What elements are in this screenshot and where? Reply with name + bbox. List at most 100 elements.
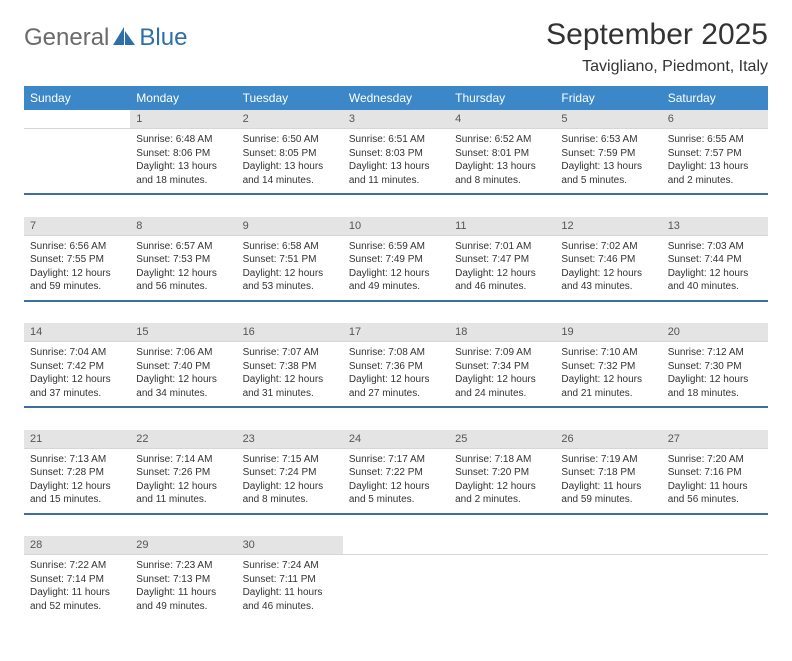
- daylight-text: Daylight: 13 hours: [349, 160, 443, 174]
- day-number-cell: 9: [237, 217, 343, 236]
- day-number-cell: [449, 536, 555, 555]
- daylight-text: and 31 minutes.: [243, 387, 337, 401]
- day-cell-content: Sunrise: 7:18 AMSunset: 7:20 PMDaylight:…: [449, 449, 555, 515]
- daylight-text: and 49 minutes.: [136, 600, 230, 614]
- day-cell-content: Sunrise: 7:02 AMSunset: 7:46 PMDaylight:…: [555, 236, 661, 302]
- day-number-cell: 17: [343, 323, 449, 342]
- day-cell: Sunrise: 7:06 AMSunset: 7:40 PMDaylight:…: [130, 342, 236, 430]
- day-number-row: 123456: [24, 110, 768, 129]
- day-body-row: Sunrise: 7:22 AMSunset: 7:14 PMDaylight:…: [24, 555, 768, 643]
- sunset-text: Sunset: 7:53 PM: [136, 253, 230, 267]
- daylight-text: and 11 minutes.: [136, 493, 230, 507]
- day-number-row: 78910111213: [24, 217, 768, 236]
- daylight-text: and 24 minutes.: [455, 387, 549, 401]
- day-cell: Sunrise: 6:58 AMSunset: 7:51 PMDaylight:…: [237, 235, 343, 323]
- sunrise-text: Sunrise: 7:14 AM: [136, 453, 230, 467]
- sunset-text: Sunset: 7:36 PM: [349, 360, 443, 374]
- sunrise-text: Sunrise: 7:03 AM: [668, 240, 762, 254]
- day-cell-content: [555, 555, 661, 619]
- day-cell: [662, 555, 768, 643]
- day-number-cell: 24: [343, 430, 449, 449]
- daylight-text: and 21 minutes.: [561, 387, 655, 401]
- day-cell-content: Sunrise: 7:01 AMSunset: 7:47 PMDaylight:…: [449, 236, 555, 302]
- day-cell: Sunrise: 7:02 AMSunset: 7:46 PMDaylight:…: [555, 235, 661, 323]
- day-cell-content: [662, 555, 768, 619]
- daylight-text: and 11 minutes.: [349, 174, 443, 188]
- daylight-text: and 40 minutes.: [668, 280, 762, 294]
- day-number-cell: 1: [130, 110, 236, 129]
- weekday-header: Wednesday: [343, 86, 449, 110]
- daylight-text: and 56 minutes.: [668, 493, 762, 507]
- daylight-text: Daylight: 13 hours: [136, 160, 230, 174]
- day-number-cell: 21: [24, 430, 130, 449]
- sunset-text: Sunset: 7:40 PM: [136, 360, 230, 374]
- sunrise-text: Sunrise: 6:52 AM: [455, 133, 549, 147]
- day-number-cell: 4: [449, 110, 555, 129]
- sunrise-text: Sunrise: 7:19 AM: [561, 453, 655, 467]
- day-number-cell: [343, 536, 449, 555]
- sunset-text: Sunset: 7:55 PM: [30, 253, 124, 267]
- sunset-text: Sunset: 7:32 PM: [561, 360, 655, 374]
- day-body-row: Sunrise: 6:56 AMSunset: 7:55 PMDaylight:…: [24, 235, 768, 323]
- day-number-cell: 3: [343, 110, 449, 129]
- calendar-body: 123456 Sunrise: 6:48 AMSunset: 8:06 PMDa…: [24, 110, 768, 643]
- sunset-text: Sunset: 7:26 PM: [136, 466, 230, 480]
- sunrise-text: Sunrise: 7:20 AM: [668, 453, 762, 467]
- daylight-text: and 8 minutes.: [455, 174, 549, 188]
- sunrise-text: Sunrise: 6:59 AM: [349, 240, 443, 254]
- daylight-text: and 52 minutes.: [30, 600, 124, 614]
- day-number-cell: 29: [130, 536, 236, 555]
- header-row: General Blue September 2025 Tavigliano, …: [24, 18, 768, 76]
- day-cell: Sunrise: 7:17 AMSunset: 7:22 PMDaylight:…: [343, 448, 449, 536]
- day-cell-content: Sunrise: 7:13 AMSunset: 7:28 PMDaylight:…: [24, 449, 130, 515]
- daylight-text: and 43 minutes.: [561, 280, 655, 294]
- day-cell-content: Sunrise: 6:58 AMSunset: 7:51 PMDaylight:…: [237, 236, 343, 302]
- day-cell-content: [343, 555, 449, 619]
- daylight-text: Daylight: 12 hours: [349, 373, 443, 387]
- sunset-text: Sunset: 8:03 PM: [349, 147, 443, 161]
- day-cell: Sunrise: 7:13 AMSunset: 7:28 PMDaylight:…: [24, 448, 130, 536]
- day-cell-content: [24, 129, 130, 195]
- sunset-text: Sunset: 7:13 PM: [136, 573, 230, 587]
- day-number-cell: 2: [237, 110, 343, 129]
- day-cell-content: Sunrise: 7:22 AMSunset: 7:14 PMDaylight:…: [24, 555, 130, 619]
- daylight-text: and 37 minutes.: [30, 387, 124, 401]
- sunrise-text: Sunrise: 6:58 AM: [243, 240, 337, 254]
- day-cell: Sunrise: 7:12 AMSunset: 7:30 PMDaylight:…: [662, 342, 768, 430]
- title-block: September 2025 Tavigliano, Piedmont, Ita…: [546, 18, 768, 76]
- daylight-text: and 2 minutes.: [455, 493, 549, 507]
- weekday-header: Thursday: [449, 86, 555, 110]
- day-cell: Sunrise: 6:55 AMSunset: 7:57 PMDaylight:…: [662, 129, 768, 217]
- daylight-text: Daylight: 13 hours: [455, 160, 549, 174]
- sunrise-text: Sunrise: 7:06 AM: [136, 346, 230, 360]
- day-cell-content: Sunrise: 7:08 AMSunset: 7:36 PMDaylight:…: [343, 342, 449, 408]
- daylight-text: Daylight: 12 hours: [30, 267, 124, 281]
- day-number-cell: 27: [662, 430, 768, 449]
- sunrise-text: Sunrise: 7:09 AM: [455, 346, 549, 360]
- daylight-text: and 46 minutes.: [243, 600, 337, 614]
- sunrise-text: Sunrise: 6:57 AM: [136, 240, 230, 254]
- daylight-text: Daylight: 12 hours: [455, 480, 549, 494]
- day-cell-content: Sunrise: 6:57 AMSunset: 7:53 PMDaylight:…: [130, 236, 236, 302]
- day-number-cell: 8: [130, 217, 236, 236]
- brand-logo: General Blue: [24, 24, 187, 52]
- daylight-text: and 5 minutes.: [349, 493, 443, 507]
- daylight-text: Daylight: 11 hours: [668, 480, 762, 494]
- day-number-row: 21222324252627: [24, 430, 768, 449]
- daylight-text: Daylight: 11 hours: [30, 586, 124, 600]
- daylight-text: and 27 minutes.: [349, 387, 443, 401]
- day-number-cell: 15: [130, 323, 236, 342]
- daylight-text: Daylight: 12 hours: [455, 373, 549, 387]
- daylight-text: and 15 minutes.: [30, 493, 124, 507]
- day-number-cell: 25: [449, 430, 555, 449]
- day-cell: Sunrise: 6:56 AMSunset: 7:55 PMDaylight:…: [24, 235, 130, 323]
- day-cell-content: Sunrise: 6:55 AMSunset: 7:57 PMDaylight:…: [662, 129, 768, 195]
- day-number-cell: 13: [662, 217, 768, 236]
- sunset-text: Sunset: 7:49 PM: [349, 253, 443, 267]
- weekday-header-row: Sunday Monday Tuesday Wednesday Thursday…: [24, 86, 768, 110]
- sunrise-text: Sunrise: 7:22 AM: [30, 559, 124, 573]
- day-cell-content: Sunrise: 7:19 AMSunset: 7:18 PMDaylight:…: [555, 449, 661, 515]
- day-cell: Sunrise: 6:57 AMSunset: 7:53 PMDaylight:…: [130, 235, 236, 323]
- day-number-cell: 11: [449, 217, 555, 236]
- day-cell: Sunrise: 7:15 AMSunset: 7:24 PMDaylight:…: [237, 448, 343, 536]
